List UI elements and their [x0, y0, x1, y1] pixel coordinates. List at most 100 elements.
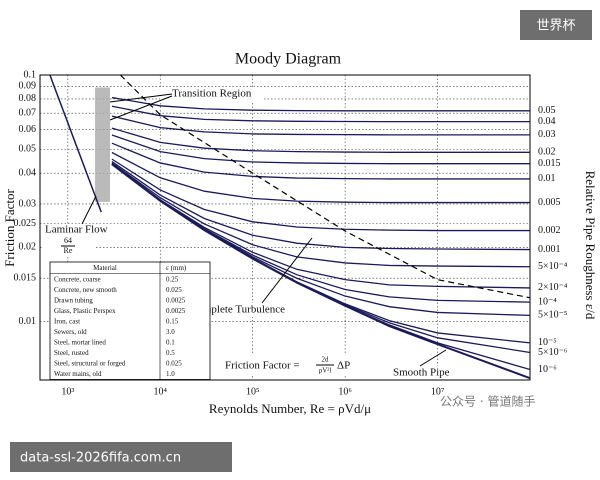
plot-frame [39, 74, 531, 381]
roughness-label: 5×10⁻⁶ [538, 347, 568, 358]
formula-den: ρV²l [319, 367, 332, 375]
roughness-label: 0.001 [538, 244, 561, 255]
roughness-curve [111, 105, 530, 123]
roughness-label: 2×10⁻⁴ [538, 282, 568, 293]
formula-left: Friction Factor = [225, 360, 300, 372]
roughness-label: 0.04 [538, 116, 556, 127]
y-tick-label: 0.025 [14, 218, 37, 229]
roughness-curve [111, 96, 530, 112]
table-cell: 0.5 [166, 349, 175, 357]
roughness-label: 0.005 [538, 197, 561, 208]
table-cell: 3.0 [166, 328, 175, 336]
watermark-url: data-ssl-2026fifa.com.cn [20, 451, 181, 466]
roughness-label: 5×10⁻⁵ [538, 310, 567, 321]
roughness-label: 0.002 [538, 225, 561, 236]
y-axis-label: Friction Factor [2, 189, 17, 267]
arrow [81, 195, 97, 225]
table-frame [49, 261, 211, 380]
watermark-bar [10, 442, 232, 472]
table-cell: Water mains, old [54, 370, 102, 378]
roughness-curve [111, 151, 530, 204]
roughness-label: 0.02 [538, 147, 556, 158]
table-cell: 0.0025 [166, 307, 186, 315]
roughness-label: 10⁻⁵ [538, 337, 557, 348]
roughness-label: 5×10⁻⁴ [538, 261, 568, 272]
watermark-corner: 世界杯 [536, 19, 575, 34]
chart-title: Moody Diagram [235, 51, 342, 68]
arrow [109, 93, 173, 103]
y-tick-label: 0.09 [19, 81, 37, 92]
watermark-account: 公众号 · 管道随手 [440, 394, 535, 409]
y-tick-label: 0.08 [19, 93, 37, 104]
y-tick-label: 0.015 [14, 273, 37, 284]
table-header: ε (mm) [166, 264, 187, 272]
roughness-label: 0.015 [538, 158, 561, 169]
y-tick-label: 0.04 [19, 167, 37, 178]
y-tick-label: 0.06 [19, 124, 37, 135]
y-tick-label: 0.02 [19, 242, 37, 253]
smooth-pipe-curve [111, 163, 531, 380]
label-bg [160, 87, 264, 101]
roughness-curve [111, 134, 530, 165]
y-tick-label: 0.05 [19, 144, 37, 155]
table-cell: Iron, cast [54, 317, 80, 325]
y-tick-label: 0.01 [19, 316, 37, 327]
y-tick-label: 0.07 [19, 108, 37, 119]
x-tick-label: 10⁷ [431, 386, 445, 397]
table-cell: 0.025 [166, 359, 182, 367]
formula-right: ΔP [337, 360, 350, 372]
watermark-box [520, 10, 592, 40]
laminar-formula-num: 64 [64, 236, 72, 245]
annotations: Transition Region Laminar Flow 64 Re Com… [42, 87, 452, 379]
roughness-label: 0.03 [538, 129, 556, 140]
x-tick-label: 10⁶ [338, 386, 352, 397]
x-tick-label: 10³ [61, 386, 74, 397]
x-tick-label: 10⁵ [246, 386, 260, 397]
roughness-label: 10⁻⁴ [538, 296, 557, 307]
turbulence-label: Complete Turbulence [190, 304, 285, 316]
label-bg [186, 303, 298, 317]
table-cell: Glass, Plastic Perspex [54, 307, 116, 315]
formula-num: 2d [322, 356, 330, 364]
roughness-curve [111, 127, 530, 153]
label-bg [222, 355, 372, 375]
table-cell: Steel, mortar lined [54, 338, 106, 346]
laminar-line [49, 74, 102, 213]
table-cell: Steel, rusted [54, 349, 89, 357]
table-cell: Steel, structural or forged [54, 359, 126, 367]
table-cell: 0.15 [166, 317, 179, 325]
x-axis-label: Reynolds Number, Re = ρVd/μ [209, 401, 371, 416]
table-cell: 1.0 [166, 370, 175, 378]
table-cell: Drawn tubing [54, 296, 93, 304]
roughness-curve [111, 162, 531, 268]
roughness-curve [111, 115, 530, 136]
roughness-label: 0.01 [538, 173, 556, 184]
transition-label: Transition Region [172, 88, 252, 100]
roughness-curve [111, 142, 530, 180]
material-table: Material ε (mm) Concrete, coarse 0.25 Concre… [49, 261, 211, 380]
arrow [109, 95, 173, 121]
laminar-label: Laminar Flow [45, 224, 108, 236]
table-cell: 0.25 [166, 275, 179, 283]
plot-area: 0.10.090.080.070.060.050.040.030.0250.02… [14, 69, 531, 397]
y-tick-label: 0.1 [24, 69, 37, 80]
label-bg [390, 366, 452, 379]
arrow [261, 237, 313, 304]
roughness-curve [111, 160, 531, 251]
table-cell: Concrete, new smooth [54, 286, 117, 294]
table-header: Material [93, 264, 117, 272]
arrow [419, 349, 447, 367]
roughness-label: 10⁻⁶ [538, 364, 557, 375]
table-cell: Concrete, coarse [54, 275, 101, 283]
roughness-curve [111, 158, 530, 232]
laminar-formula-den: Re [64, 246, 73, 255]
label-bg [42, 224, 94, 256]
table-cell: 0.1 [166, 338, 175, 346]
smooth-label: Smooth Pipe [393, 367, 450, 379]
x-tick-label: 10⁴ [154, 386, 168, 397]
transition-band [95, 87, 111, 202]
table-cell: 0.025 [166, 286, 182, 294]
table-cell: Sewers, old [54, 328, 87, 336]
